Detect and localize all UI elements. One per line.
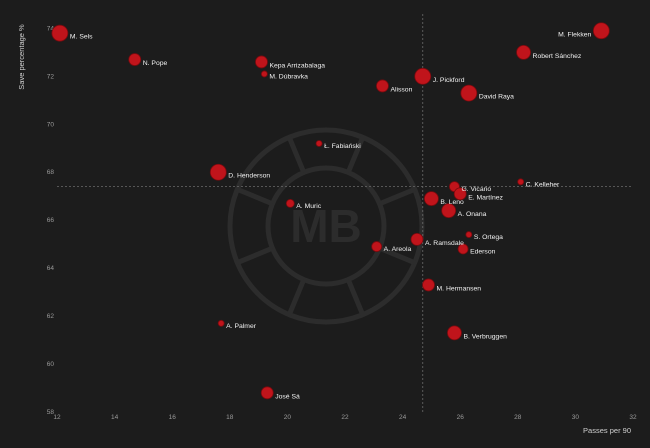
x-tick-label: 22: [341, 414, 349, 421]
y-tick-label: 62: [47, 313, 55, 320]
point-label: M. Hermansen: [437, 285, 482, 292]
x-tick-label: 14: [111, 414, 119, 421]
data-point: [51, 24, 69, 42]
x-tick-label: 18: [226, 414, 234, 421]
data-point: [414, 67, 432, 85]
x-tick-label: 30: [572, 414, 580, 421]
data-point: [217, 319, 225, 327]
y-tick-label: 60: [47, 361, 55, 368]
data-point: [457, 243, 469, 255]
point-label: C. Kelleher: [526, 181, 560, 188]
data-points: [51, 22, 610, 400]
point-label: David Raya: [479, 94, 514, 101]
point-label: Ederson: [470, 248, 496, 255]
data-point: [423, 191, 439, 207]
point-label: S. Ortega: [474, 234, 503, 241]
y-tick-label: 68: [47, 169, 55, 176]
data-point: [465, 231, 473, 238]
point-label: Robert Sánchez: [533, 53, 582, 60]
point-label: N. Pope: [143, 60, 168, 67]
data-point: [592, 22, 610, 40]
point-label: Alisson: [390, 86, 412, 93]
point-label: M. Flekken: [558, 31, 591, 38]
data-point: [517, 178, 525, 186]
point-label: A. Ramsdale: [425, 240, 464, 247]
point-labels: M. Sels M. Flekken Robert Sánchez N. Pope Ke…: [70, 31, 592, 400]
point-label: M. Sels: [70, 34, 93, 41]
watermark-spoke: [378, 186, 416, 207]
point-label: A. Areola: [384, 246, 412, 253]
watermark-logo: MB: [227, 127, 425, 325]
y-tick-label: 72: [47, 73, 55, 80]
y-tick-label: 64: [47, 265, 55, 272]
data-point: [209, 163, 227, 181]
y-tick-label: 58: [47, 409, 55, 416]
watermark-spoke: [345, 136, 366, 174]
y-tick-label: 70: [47, 121, 55, 128]
y-tick-label: 66: [47, 217, 55, 224]
x-tick-label: 26: [457, 414, 465, 421]
data-point: [255, 55, 268, 69]
x-tick-label: 20: [284, 414, 292, 421]
x-tick-label: 28: [514, 414, 522, 421]
point-label: B. Verbruggen: [463, 333, 507, 340]
data-point: [516, 44, 531, 60]
point-label: A. Palmer: [226, 323, 257, 330]
point-label: A. Onana: [458, 211, 487, 218]
watermark-spoke: [286, 136, 307, 174]
point-label: D. Henderson: [228, 173, 270, 180]
point-label: Ł. Fabiański: [324, 143, 361, 150]
point-label: G. Vicario: [461, 186, 491, 193]
watermark-inner-ring: [265, 165, 387, 287]
point-label: M. Dúbravka: [269, 73, 308, 80]
data-point: [422, 278, 435, 292]
y-axis-label: Save percentage %: [17, 24, 26, 90]
x-axis-label: Passes per 90: [583, 426, 631, 435]
x-tick-label: 12: [53, 414, 61, 421]
y-tick-label: 74: [47, 25, 55, 32]
reference-lines: [57, 14, 633, 412]
watermark-spoke: [378, 245, 416, 266]
data-point: [260, 386, 274, 400]
point-label: E. Martínez: [468, 194, 503, 201]
x-tick-label: 16: [169, 414, 177, 421]
point-label: A. Muric: [296, 203, 322, 210]
watermark-ring: [227, 127, 425, 325]
data-point: [371, 241, 383, 252]
data-point: [410, 232, 424, 246]
x-tick-label: 32: [629, 414, 637, 421]
x-tick-label: 24: [399, 414, 407, 421]
point-label: Kepa Arrizabalaga: [269, 62, 325, 69]
point-label: J. Pickford: [433, 77, 465, 84]
point-label: José Sá: [275, 393, 300, 400]
data-point: [447, 325, 462, 341]
watermark-spoke: [286, 278, 307, 316]
data-point: [376, 79, 389, 93]
data-point: [441, 203, 457, 219]
data-point: [460, 84, 478, 102]
data-point: [453, 187, 467, 201]
watermark-text: MB: [290, 200, 362, 252]
data-point: [260, 70, 268, 78]
data-point: [128, 53, 142, 66]
data-point: [285, 199, 295, 208]
watermark-spoke: [345, 278, 366, 316]
data-point: [315, 140, 323, 147]
point-label: B. Leno: [440, 199, 464, 206]
watermark-spoke: [236, 245, 274, 266]
watermark-spoke: [236, 186, 274, 207]
axes: 12 14 16 18 20 22 24 26 28 30 32 58 60 62 64 66 68 70 72 74: [47, 25, 637, 421]
